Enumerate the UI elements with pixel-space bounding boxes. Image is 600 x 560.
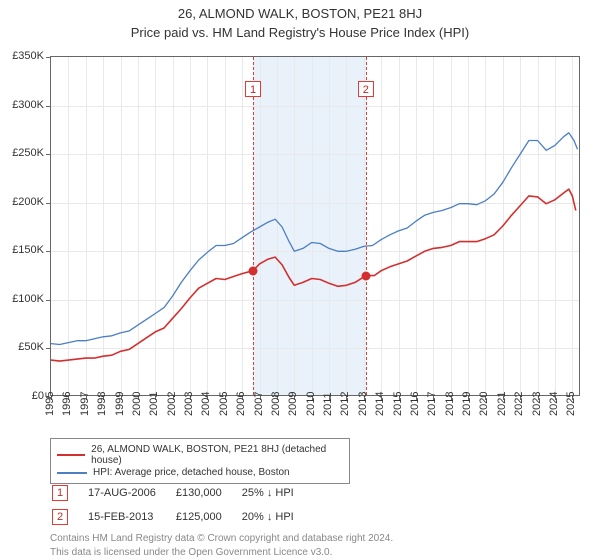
event-line — [366, 57, 367, 395]
x-tick-label: 2007 — [253, 392, 265, 416]
x-tick-label: 2001 — [148, 392, 160, 416]
event-line — [253, 57, 254, 395]
legend: 26, ALMOND WALK, BOSTON, PE21 8HJ (detac… — [50, 438, 350, 484]
x-tick-label: 2024 — [548, 392, 560, 416]
legend-swatch — [57, 454, 85, 456]
event-date: 15-FEB-2013 — [88, 506, 174, 528]
events-table: 1 17-AUG-2006 £130,000 25% ↓ HPI 2 15-FE… — [50, 480, 314, 530]
footer-line1: Contains HM Land Registry data © Crown c… — [50, 532, 393, 546]
series-property — [51, 189, 576, 361]
x-tick-label: 1998 — [96, 392, 108, 416]
event-price: £130,000 — [176, 482, 240, 504]
event-box: 1 — [245, 81, 261, 97]
x-tick-label: 2012 — [339, 392, 351, 416]
y-axis-labels: £0£50K£100K£150K£200K£250K£300K£350K — [0, 56, 48, 396]
y-tick-label: £150K — [12, 244, 44, 256]
x-tick-label: 2014 — [374, 392, 386, 416]
sale-marker — [361, 271, 370, 280]
y-tick-label: £0 — [32, 390, 44, 402]
footer-line2: This data is licensed under the Open Gov… — [50, 546, 393, 560]
footer-attribution: Contains HM Land Registry data © Crown c… — [50, 532, 393, 559]
x-tick-label: 2009 — [287, 392, 299, 416]
x-tick-label: 2017 — [426, 392, 438, 416]
x-tick-label: 2003 — [183, 392, 195, 416]
title-subtitle: Price paid vs. HM Land Registry's House … — [0, 25, 600, 40]
x-tick-label: 2025 — [565, 392, 577, 416]
event-box: 2 — [358, 81, 374, 97]
event-row: 1 17-AUG-2006 £130,000 25% ↓ HPI — [52, 482, 312, 504]
x-axis-labels: 1995199619971998199920002001200220032004… — [50, 398, 580, 438]
x-tick-label: 2023 — [531, 392, 543, 416]
legend-row-property: 26, ALMOND WALK, BOSTON, PE21 8HJ (detac… — [57, 444, 343, 466]
x-tick-label: 2000 — [131, 392, 143, 416]
event-delta: 25% ↓ HPI — [242, 482, 312, 504]
x-tick-label: 1995 — [44, 392, 56, 416]
legend-label: 26, ALMOND WALK, BOSTON, PE21 8HJ (detac… — [91, 444, 343, 466]
chart-area: 12 — [50, 56, 580, 396]
series-lines — [51, 57, 581, 397]
y-tick-label: £200K — [12, 196, 44, 208]
series-hpi — [51, 133, 578, 345]
y-tick-label: £350K — [12, 50, 44, 62]
x-tick-label: 2008 — [270, 392, 282, 416]
x-tick-label: 2010 — [305, 392, 317, 416]
event-date: 17-AUG-2006 — [88, 482, 174, 504]
x-tick-label: 2006 — [235, 392, 247, 416]
event-row: 2 15-FEB-2013 £125,000 20% ↓ HPI — [52, 506, 312, 528]
y-tick-label: £100K — [12, 293, 44, 305]
legend-row-hpi: HPI: Average price, detached house, Bost… — [57, 467, 343, 478]
x-tick-label: 2013 — [357, 392, 369, 416]
sale-marker — [249, 266, 258, 275]
plot: 12 — [50, 56, 580, 396]
x-tick-label: 1999 — [114, 392, 126, 416]
x-tick-label: 2019 — [461, 392, 473, 416]
x-tick-label: 2015 — [392, 392, 404, 416]
y-tick-label: £300K — [12, 99, 44, 111]
x-tick-label: 2020 — [478, 392, 490, 416]
x-tick-label: 2016 — [409, 392, 421, 416]
x-tick-label: 2002 — [166, 392, 178, 416]
title-address: 26, ALMOND WALK, BOSTON, PE21 8HJ — [0, 6, 600, 21]
x-tick-label: 2021 — [496, 392, 508, 416]
event-delta: 20% ↓ HPI — [242, 506, 312, 528]
event-marker: 1 — [52, 485, 68, 501]
x-tick-label: 2022 — [513, 392, 525, 416]
x-tick-label: 2005 — [218, 392, 230, 416]
event-price: £125,000 — [176, 506, 240, 528]
x-tick-label: 1997 — [79, 392, 91, 416]
x-tick-label: 2004 — [200, 392, 212, 416]
y-tick-label: £250K — [12, 147, 44, 159]
legend-swatch — [57, 472, 87, 474]
event-marker: 2 — [52, 509, 68, 525]
x-tick-label: 2018 — [444, 392, 456, 416]
x-tick-label: 2011 — [322, 392, 334, 416]
legend-label: HPI: Average price, detached house, Bost… — [93, 467, 290, 478]
x-tick-label: 1996 — [61, 392, 73, 416]
y-tick-label: £50K — [18, 341, 44, 353]
